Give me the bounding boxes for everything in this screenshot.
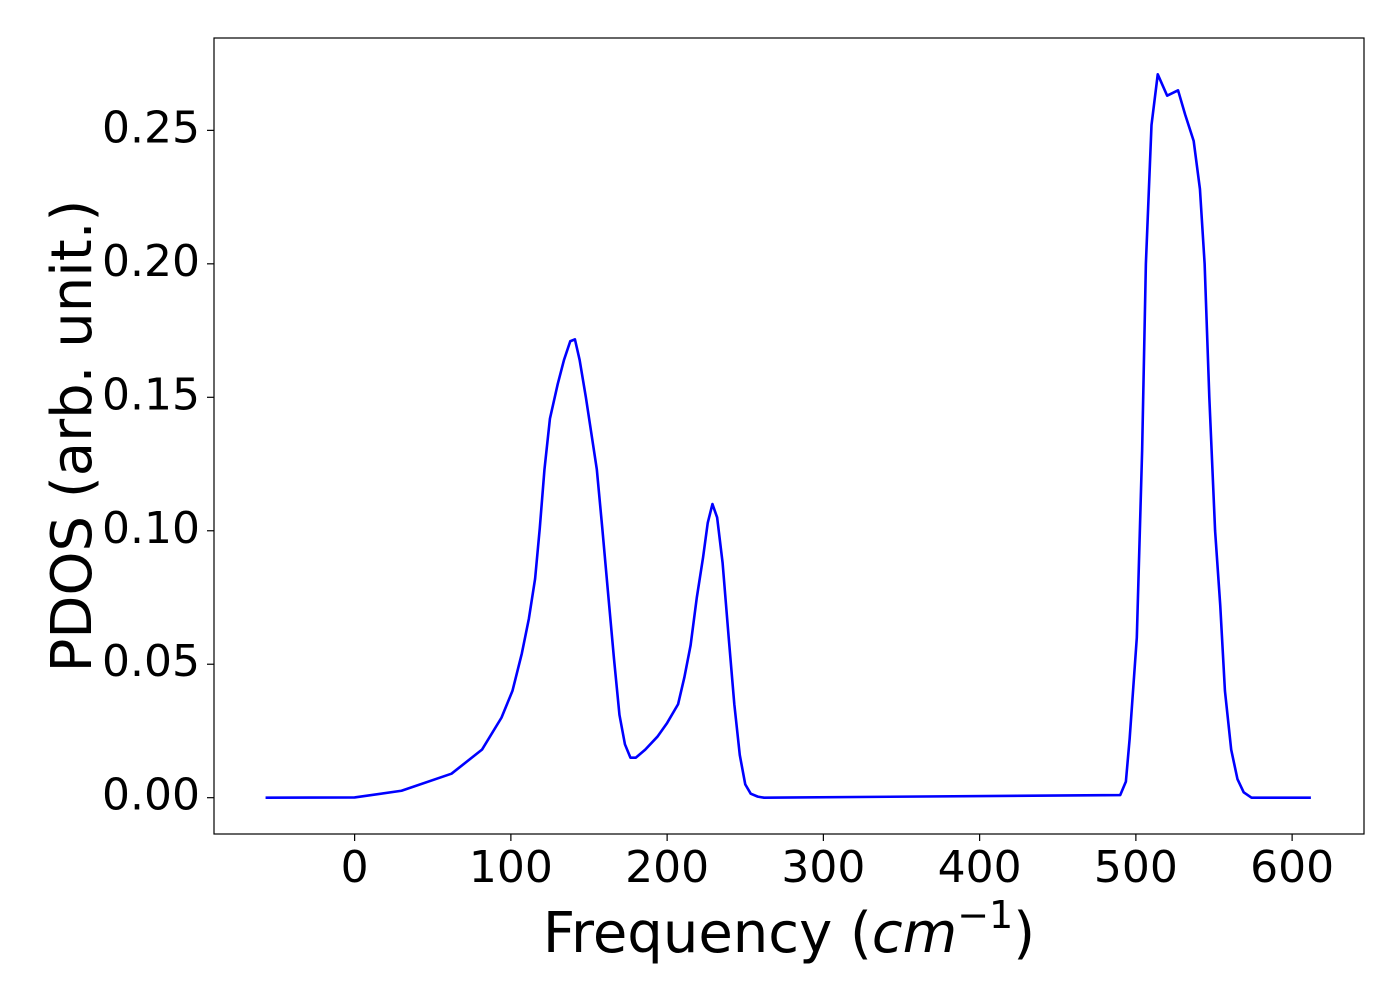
plot-frame	[213, 37, 1365, 835]
x-axis-label: Frequency (cm−1)	[543, 893, 1035, 966]
y-tick-label: 0.10	[102, 503, 200, 554]
x-label-unit: cm	[872, 901, 957, 966]
y-tick-label: 0.20	[102, 236, 200, 287]
x-tick-label: 100	[469, 842, 553, 893]
x-tick-label: 0	[341, 842, 369, 893]
x-tick-label: 300	[781, 842, 865, 893]
y-tick-label: 0.00	[102, 770, 200, 821]
x-tick-label: 200	[625, 842, 709, 893]
y-axis-label: PDOS (arb. unit.)	[40, 200, 105, 673]
x-tick-label: 600	[1250, 842, 1334, 893]
x-label-prefix: Frequency (	[543, 901, 872, 966]
y-tick-label: 0.05	[102, 636, 200, 687]
y-tick-label: 0.15	[102, 369, 200, 420]
x-label-exponent: −1	[957, 893, 1013, 937]
x-label-suffix: )	[1013, 901, 1035, 966]
y-tick-label: 0.25	[102, 102, 200, 153]
x-tick-label: 400	[938, 842, 1022, 893]
data-line	[265, 73, 1311, 799]
x-tick-label: 500	[1094, 842, 1178, 893]
